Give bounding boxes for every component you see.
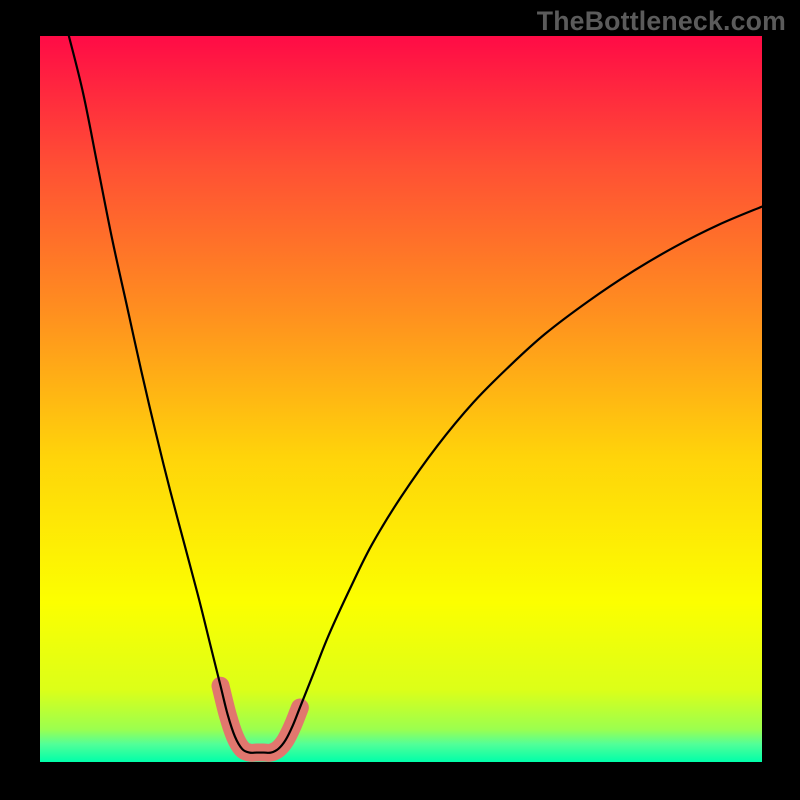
watermark-text: TheBottleneck.com — [537, 6, 786, 37]
plot-area — [40, 36, 762, 762]
chart-frame: TheBottleneck.com — [0, 0, 800, 800]
bottleneck-curve-chart — [40, 36, 762, 762]
